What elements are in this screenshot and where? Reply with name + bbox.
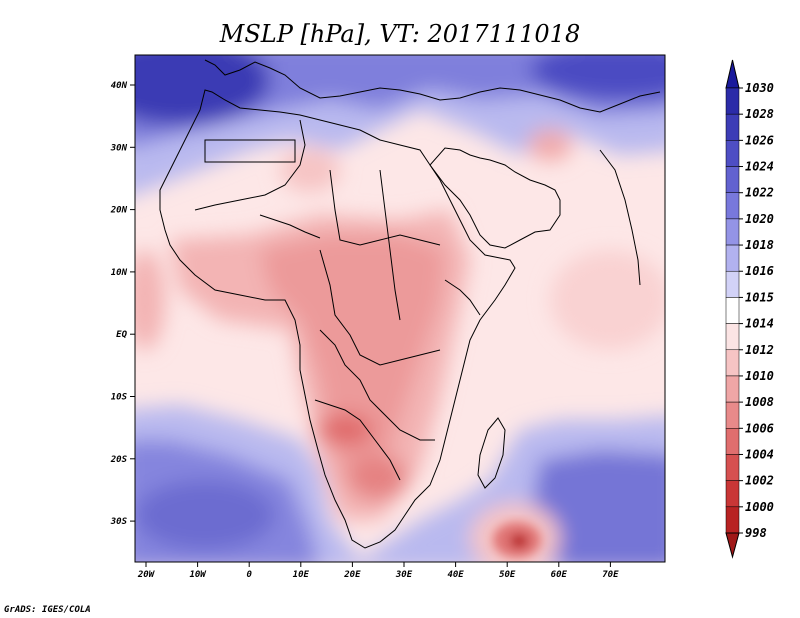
colorbar-segment [725, 428, 740, 455]
lon-label: 60E [551, 570, 568, 580]
lon-label: 10E [293, 570, 310, 580]
colorbar-segment [725, 401, 740, 429]
colorbar-segment [725, 166, 740, 193]
latitude-axis: 40N 30N 20N 10N EQ 10S 20S 30S [110, 81, 135, 527]
colorbar-segment [725, 349, 740, 377]
colorbar-segment [725, 480, 740, 508]
colorbar-label: 1014 [745, 317, 774, 331]
credit-footer: GrADS: IGES/COLA [4, 605, 91, 615]
colorbar-label: 1012 [745, 343, 774, 357]
colorbar-label: 1002 [745, 474, 774, 488]
colorbar-label: 1022 [745, 186, 774, 200]
lat-label: 20S [110, 455, 128, 465]
colorbar-label: 1018 [745, 238, 774, 252]
colorbar-bottom-arrow [725, 532, 740, 559]
map-panel: 40N 30N 20N 10N EQ 10S 20S 30S 20W 10W 0 10E 20E 30E… [110, 54, 666, 580]
colorbar-label: 1006 [745, 421, 774, 435]
colorbar-segment [725, 297, 740, 324]
lat-label: 30N [110, 143, 128, 153]
longitude-axis: 20W 10W 0 10E 20E 30E 40E 50E 60E 70E [137, 562, 619, 580]
colorbar-label: 1030 [745, 81, 774, 95]
colorbar-label: 1004 [745, 447, 774, 461]
coastlines [159, 59, 661, 549]
colorbar-segment [725, 506, 740, 534]
lon-label: 0 [246, 570, 252, 580]
colorbar-label: 1024 [745, 160, 774, 174]
colorbar-label: 1016 [745, 264, 774, 278]
lon-label: 40E [447, 570, 464, 580]
lat-label: EQ [116, 330, 127, 340]
colorbar-top-arrow [725, 59, 740, 89]
lon-label: 20E [343, 570, 361, 580]
lat-label: 20N [110, 206, 128, 216]
colorbar-label: 1000 [745, 500, 774, 514]
colorbar-segment [725, 113, 740, 141]
colorbar-segment [725, 218, 740, 246]
lon-label: 50E [499, 570, 516, 580]
colorbar-label: 1015 [745, 290, 774, 304]
lat-label: 10S [111, 393, 128, 403]
map-title: MSLP [hPa], VT: 2017111018 [219, 20, 580, 48]
lon-label: 70E [602, 570, 619, 580]
colorbar-label: 1020 [745, 212, 774, 226]
colorbar-segment [725, 375, 740, 403]
lat-label: 40N [111, 81, 128, 91]
lon-label: 10W [189, 570, 207, 580]
map-frame [134, 54, 666, 563]
lat-label: 10N [111, 268, 128, 278]
colorbar-segment [725, 244, 740, 272]
colorbar-segment [725, 192, 740, 220]
colorbar-label: 1008 [745, 395, 774, 409]
colorbar-segment [725, 270, 740, 298]
colorbar: 1030 1028 1026 1024 1022 1020 1018 1016 1015 1014… [725, 59, 774, 559]
colorbar-segment [725, 454, 740, 481]
colorbar-label: 1010 [745, 369, 774, 383]
colorbar-label: 1026 [745, 133, 774, 147]
pressure-field [135, 55, 665, 562]
lon-label: 20W [137, 570, 156, 580]
colorbar-segment [725, 140, 740, 167]
lon-label: 30E [395, 570, 413, 580]
lat-label: 30S [110, 517, 128, 527]
colorbar-segment [725, 323, 740, 351]
colorbar-label: 1028 [745, 107, 774, 121]
colorbar-segment [725, 87, 740, 115]
colorbar-label: 998 [745, 526, 767, 540]
